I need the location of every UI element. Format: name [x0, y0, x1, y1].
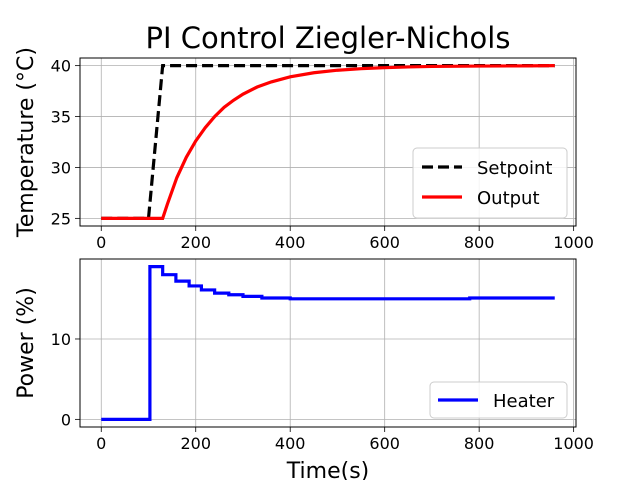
- series-line-heater: [101, 265, 555, 421]
- top-plot-frame: [79, 57, 577, 227]
- bottom-series-group: [101, 265, 555, 421]
- bottom-legend-box: [429, 381, 568, 419]
- top-ticks: 0 200 400 600 800 1000 25 30 35 40: [51, 57, 594, 252]
- top-y-tick-label: 35: [51, 108, 71, 127]
- chart-title: PI Control Ziegler-Nichols: [146, 21, 511, 55]
- top-y-tick-label: 40: [51, 57, 71, 76]
- bottom-x-tick-label: 0: [96, 434, 106, 453]
- top-series-group: [101, 64, 555, 220]
- bottom-x-tick-label: 400: [275, 434, 306, 453]
- legend-setpoint-label: Setpoint: [477, 158, 552, 179]
- top-legend-box: [412, 147, 568, 219]
- bottom-x-tick-label: 1000: [553, 434, 594, 453]
- bottom-x-axis-label: Time(s): [286, 459, 369, 480]
- bottom-y-tick-label: 10: [51, 330, 71, 349]
- top-legend: Setpoint Output: [412, 147, 568, 219]
- bottom-x-tick-label: 200: [180, 434, 211, 453]
- bottom-y-tick-label: 0: [61, 410, 71, 429]
- bottom-legend: Heater: [429, 381, 568, 419]
- top-x-tick-label: 1000: [553, 233, 594, 252]
- bottom-x-tick-label: 600: [369, 434, 400, 453]
- top-y-axis-label: Temperature (°C): [14, 47, 39, 238]
- bottom-plot-frame: [79, 258, 577, 428]
- top-x-tick-label: 200: [180, 233, 211, 252]
- top-x-tick-label: 400: [275, 233, 306, 252]
- bottom-gridlines: [80, 259, 576, 427]
- top-y-tick-label: 25: [51, 209, 71, 228]
- series-line-output: [101, 64, 555, 220]
- top-x-tick-label: 0: [96, 233, 106, 252]
- bottom-y-axis-label: Power (%): [14, 287, 39, 399]
- top-y-tick-label: 30: [51, 158, 71, 177]
- legend-heater-label: Heater: [493, 391, 555, 412]
- top-x-tick-label: 600: [369, 233, 400, 252]
- top-x-tick-label: 800: [464, 233, 495, 252]
- legend-output-label: Output: [477, 188, 540, 209]
- bottom-x-tick-label: 800: [464, 434, 495, 453]
- bottom-ticks: 0 200 400 600 800 1000 0 10: [51, 330, 594, 453]
